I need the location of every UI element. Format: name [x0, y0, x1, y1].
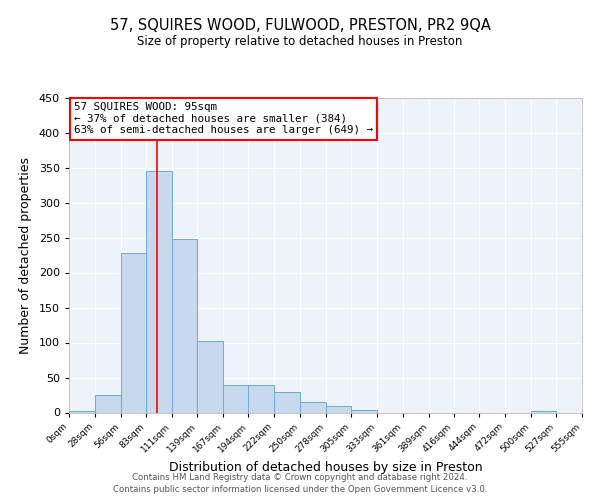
Bar	[351, 410, 377, 412]
Bar	[326, 406, 351, 412]
Bar	[95, 395, 121, 412]
Text: 57 SQUIRES WOOD: 95sqm
← 37% of detached houses are smaller (384)
63% of semi-de: 57 SQUIRES WOOD: 95sqm ← 37% of detached…	[74, 102, 373, 136]
Bar	[197, 341, 223, 412]
X-axis label: Distribution of detached houses by size in Preston: Distribution of detached houses by size …	[169, 460, 482, 473]
Bar	[223, 384, 248, 412]
Bar	[274, 392, 300, 412]
Text: Size of property relative to detached houses in Preston: Size of property relative to detached ho…	[137, 35, 463, 48]
Bar	[121, 253, 146, 412]
Bar	[531, 411, 556, 412]
Text: Contains public sector information licensed under the Open Government Licence v3: Contains public sector information licen…	[113, 485, 487, 494]
Bar	[69, 411, 95, 412]
Bar	[300, 402, 326, 412]
Text: Contains HM Land Registry data © Crown copyright and database right 2024.: Contains HM Land Registry data © Crown c…	[132, 472, 468, 482]
Y-axis label: Number of detached properties: Number of detached properties	[19, 156, 32, 354]
Bar	[248, 384, 274, 412]
Bar	[172, 239, 197, 412]
Bar	[146, 171, 172, 412]
Text: 57, SQUIRES WOOD, FULWOOD, PRESTON, PR2 9QA: 57, SQUIRES WOOD, FULWOOD, PRESTON, PR2 …	[110, 18, 490, 32]
